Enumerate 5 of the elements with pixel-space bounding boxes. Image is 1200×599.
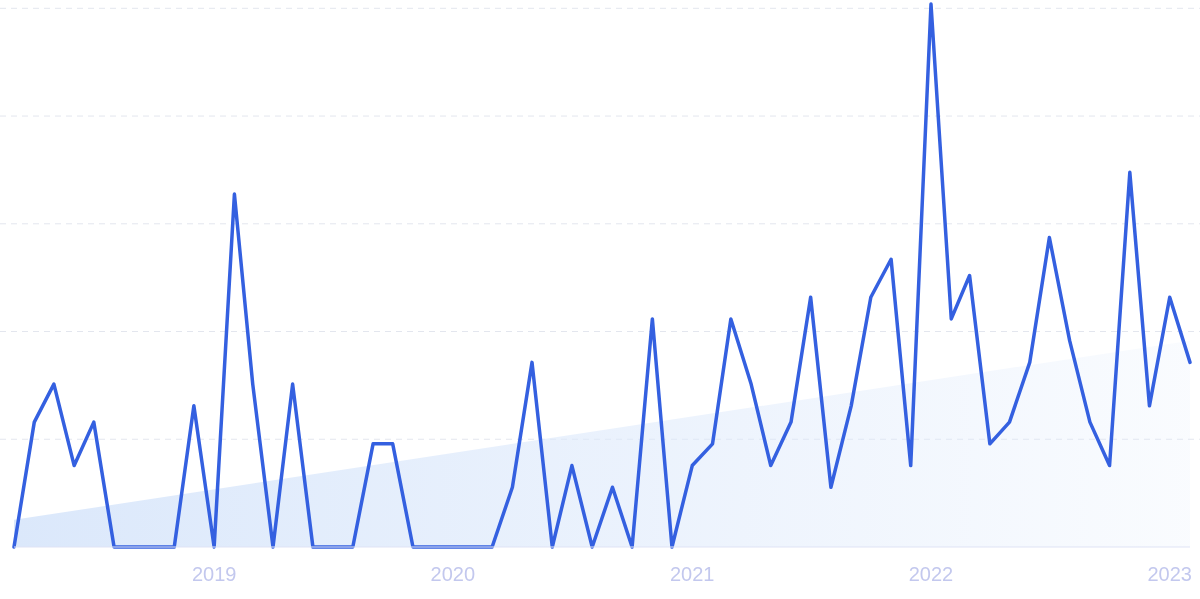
x-tick-label: 2023: [1147, 563, 1192, 585]
x-tick-label: 2021: [670, 563, 715, 585]
x-tick-label: 2019: [191, 563, 237, 585]
x-tick-label: 2022: [908, 563, 954, 585]
x-tick-label: 2020: [430, 563, 476, 585]
